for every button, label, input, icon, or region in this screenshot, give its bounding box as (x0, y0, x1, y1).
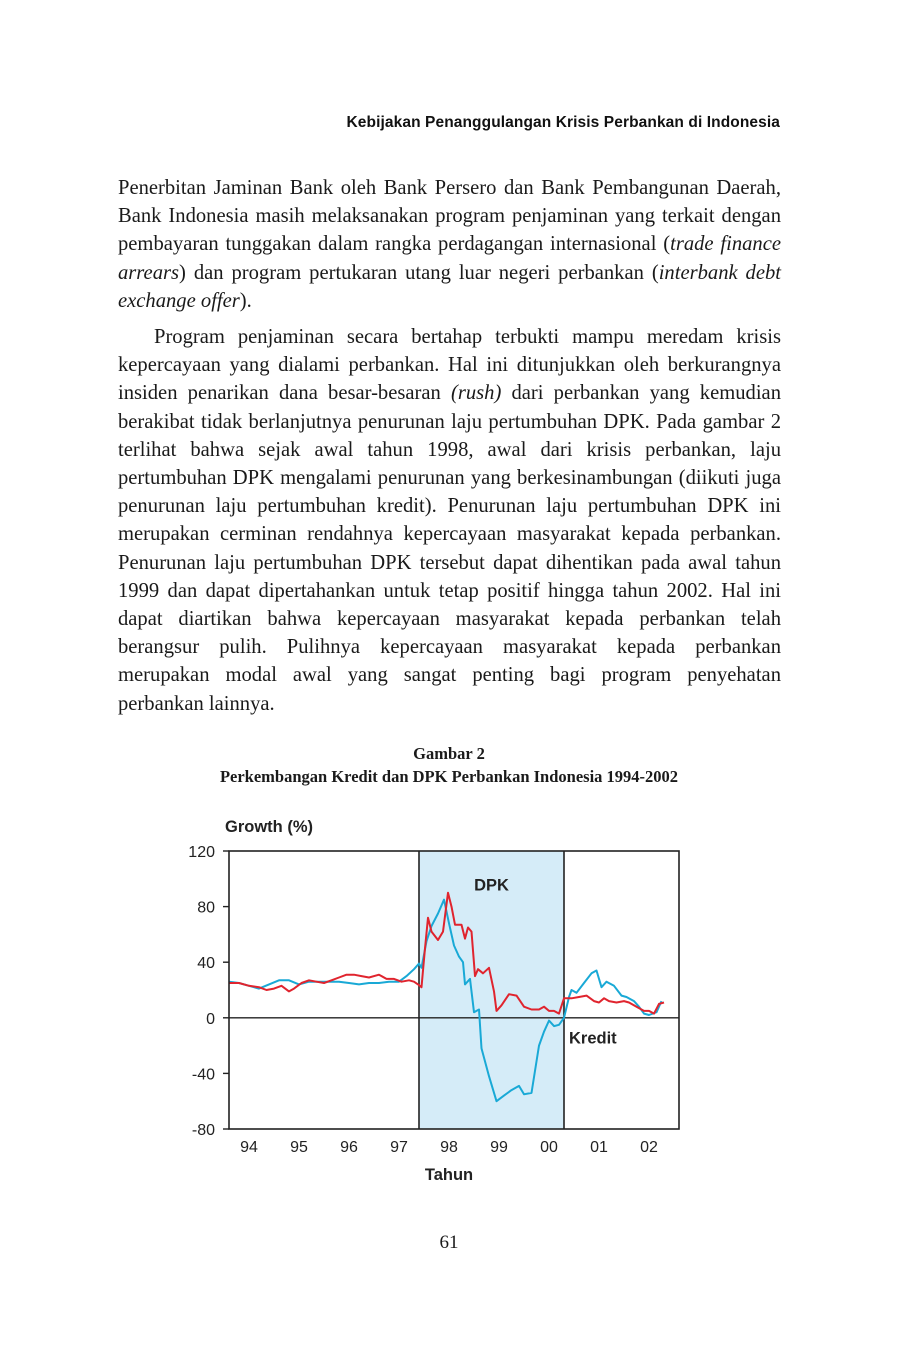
growth-line-chart: 120 80 40 0 -40 -80 94 95 96 97 98 99 00 01 02 Growth (… (188, 818, 680, 1184)
x-tick-label: 98 (440, 1139, 458, 1156)
x-tick-label: 97 (390, 1139, 408, 1156)
y-tick-label: 120 (188, 844, 215, 861)
x-axis-title: Tahun (425, 1166, 473, 1184)
text-run: ) dan program pertukaran utang luar nege… (179, 261, 659, 284)
x-tick-label: 95 (290, 1139, 308, 1156)
plot-frame (228, 850, 680, 1130)
italic-term: trade finance arrears (118, 233, 781, 284)
series-label-kredit: Kredit (569, 1029, 617, 1047)
body-text: Penerbitan Jaminan Bank oleh Bank Perser… (118, 174, 781, 718)
x-tick-label: 94 (240, 1139, 258, 1156)
series-line-dpk (228, 898, 663, 1103)
running-header: Kebijakan Penanggulangan Krisis Perbanka… (346, 114, 780, 131)
x-tick-label: 96 (340, 1139, 358, 1156)
text-run: ). (239, 289, 252, 312)
italic-term: (rush) (450, 382, 502, 405)
x-tick-label: 02 (640, 1139, 658, 1156)
figure-caption: Gambar 2 Perkembangan Kredit dan DPK Per… (0, 742, 898, 788)
text-run: Program penjaminan secara bertahap terbu… (118, 326, 781, 405)
figure-label: Gambar 2 (413, 744, 485, 763)
y-tick-label: -40 (192, 1066, 215, 1083)
y-tick-label: 0 (206, 1011, 215, 1028)
text-run: dari perbankan yang kemudian berakibat t… (118, 382, 781, 715)
x-tick-label: 00 (540, 1139, 558, 1156)
x-tick-label: 01 (590, 1139, 608, 1156)
page-number: 61 (439, 1232, 459, 1253)
x-tick-label: 99 (490, 1139, 508, 1156)
y-tick-label: 40 (197, 955, 215, 972)
y-axis-title: Growth (%) (225, 818, 313, 836)
y-tick-label: -80 (192, 1122, 215, 1139)
italic-term: interbank debt exchange offer (118, 261, 782, 312)
series-line-kredit (229, 891, 665, 1015)
series-label-dpk: DPK (474, 876, 509, 894)
paragraph-1: Penerbitan Jaminan Bank oleh Bank Perser… (118, 174, 781, 315)
paragraph-2: Program penjaminan secara bertahap terbu… (118, 323, 781, 718)
y-tick-label: 80 (197, 900, 215, 917)
text-run: Penerbitan Jaminan Bank oleh Bank Perser… (118, 177, 781, 256)
figure-title: Perkembangan Kredit dan DPK Perbankan In… (219, 767, 679, 786)
